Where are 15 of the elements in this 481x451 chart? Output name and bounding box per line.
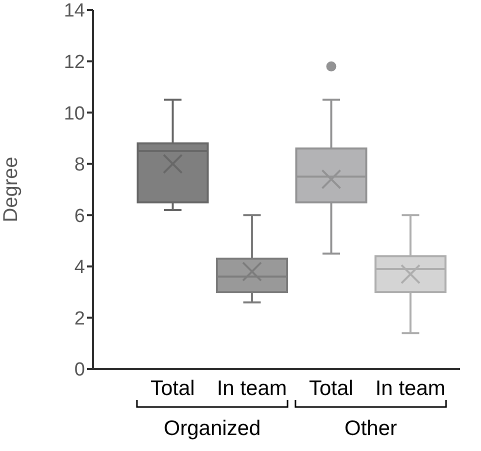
text: Other xyxy=(344,417,398,440)
x-tick-label: In team xyxy=(375,377,446,400)
y-tick-label: 2 xyxy=(74,308,85,330)
y-tick-label: 8 xyxy=(74,154,85,176)
y-tick-label: 12 xyxy=(64,52,85,74)
y-tick-label: 10 xyxy=(64,103,85,124)
x-tick-label: In team xyxy=(216,377,287,400)
y-tick-label: 6 xyxy=(74,206,85,227)
y-tick-label: 14 xyxy=(64,0,86,22)
y-tick-label: 4 xyxy=(74,257,86,278)
y-tick-label: 0 xyxy=(74,360,85,381)
text: Organized xyxy=(164,417,261,440)
x-tick-label: Total xyxy=(150,377,195,400)
y-axis-title: Degree xyxy=(0,156,22,222)
x-tick-label: Total xyxy=(308,377,354,400)
